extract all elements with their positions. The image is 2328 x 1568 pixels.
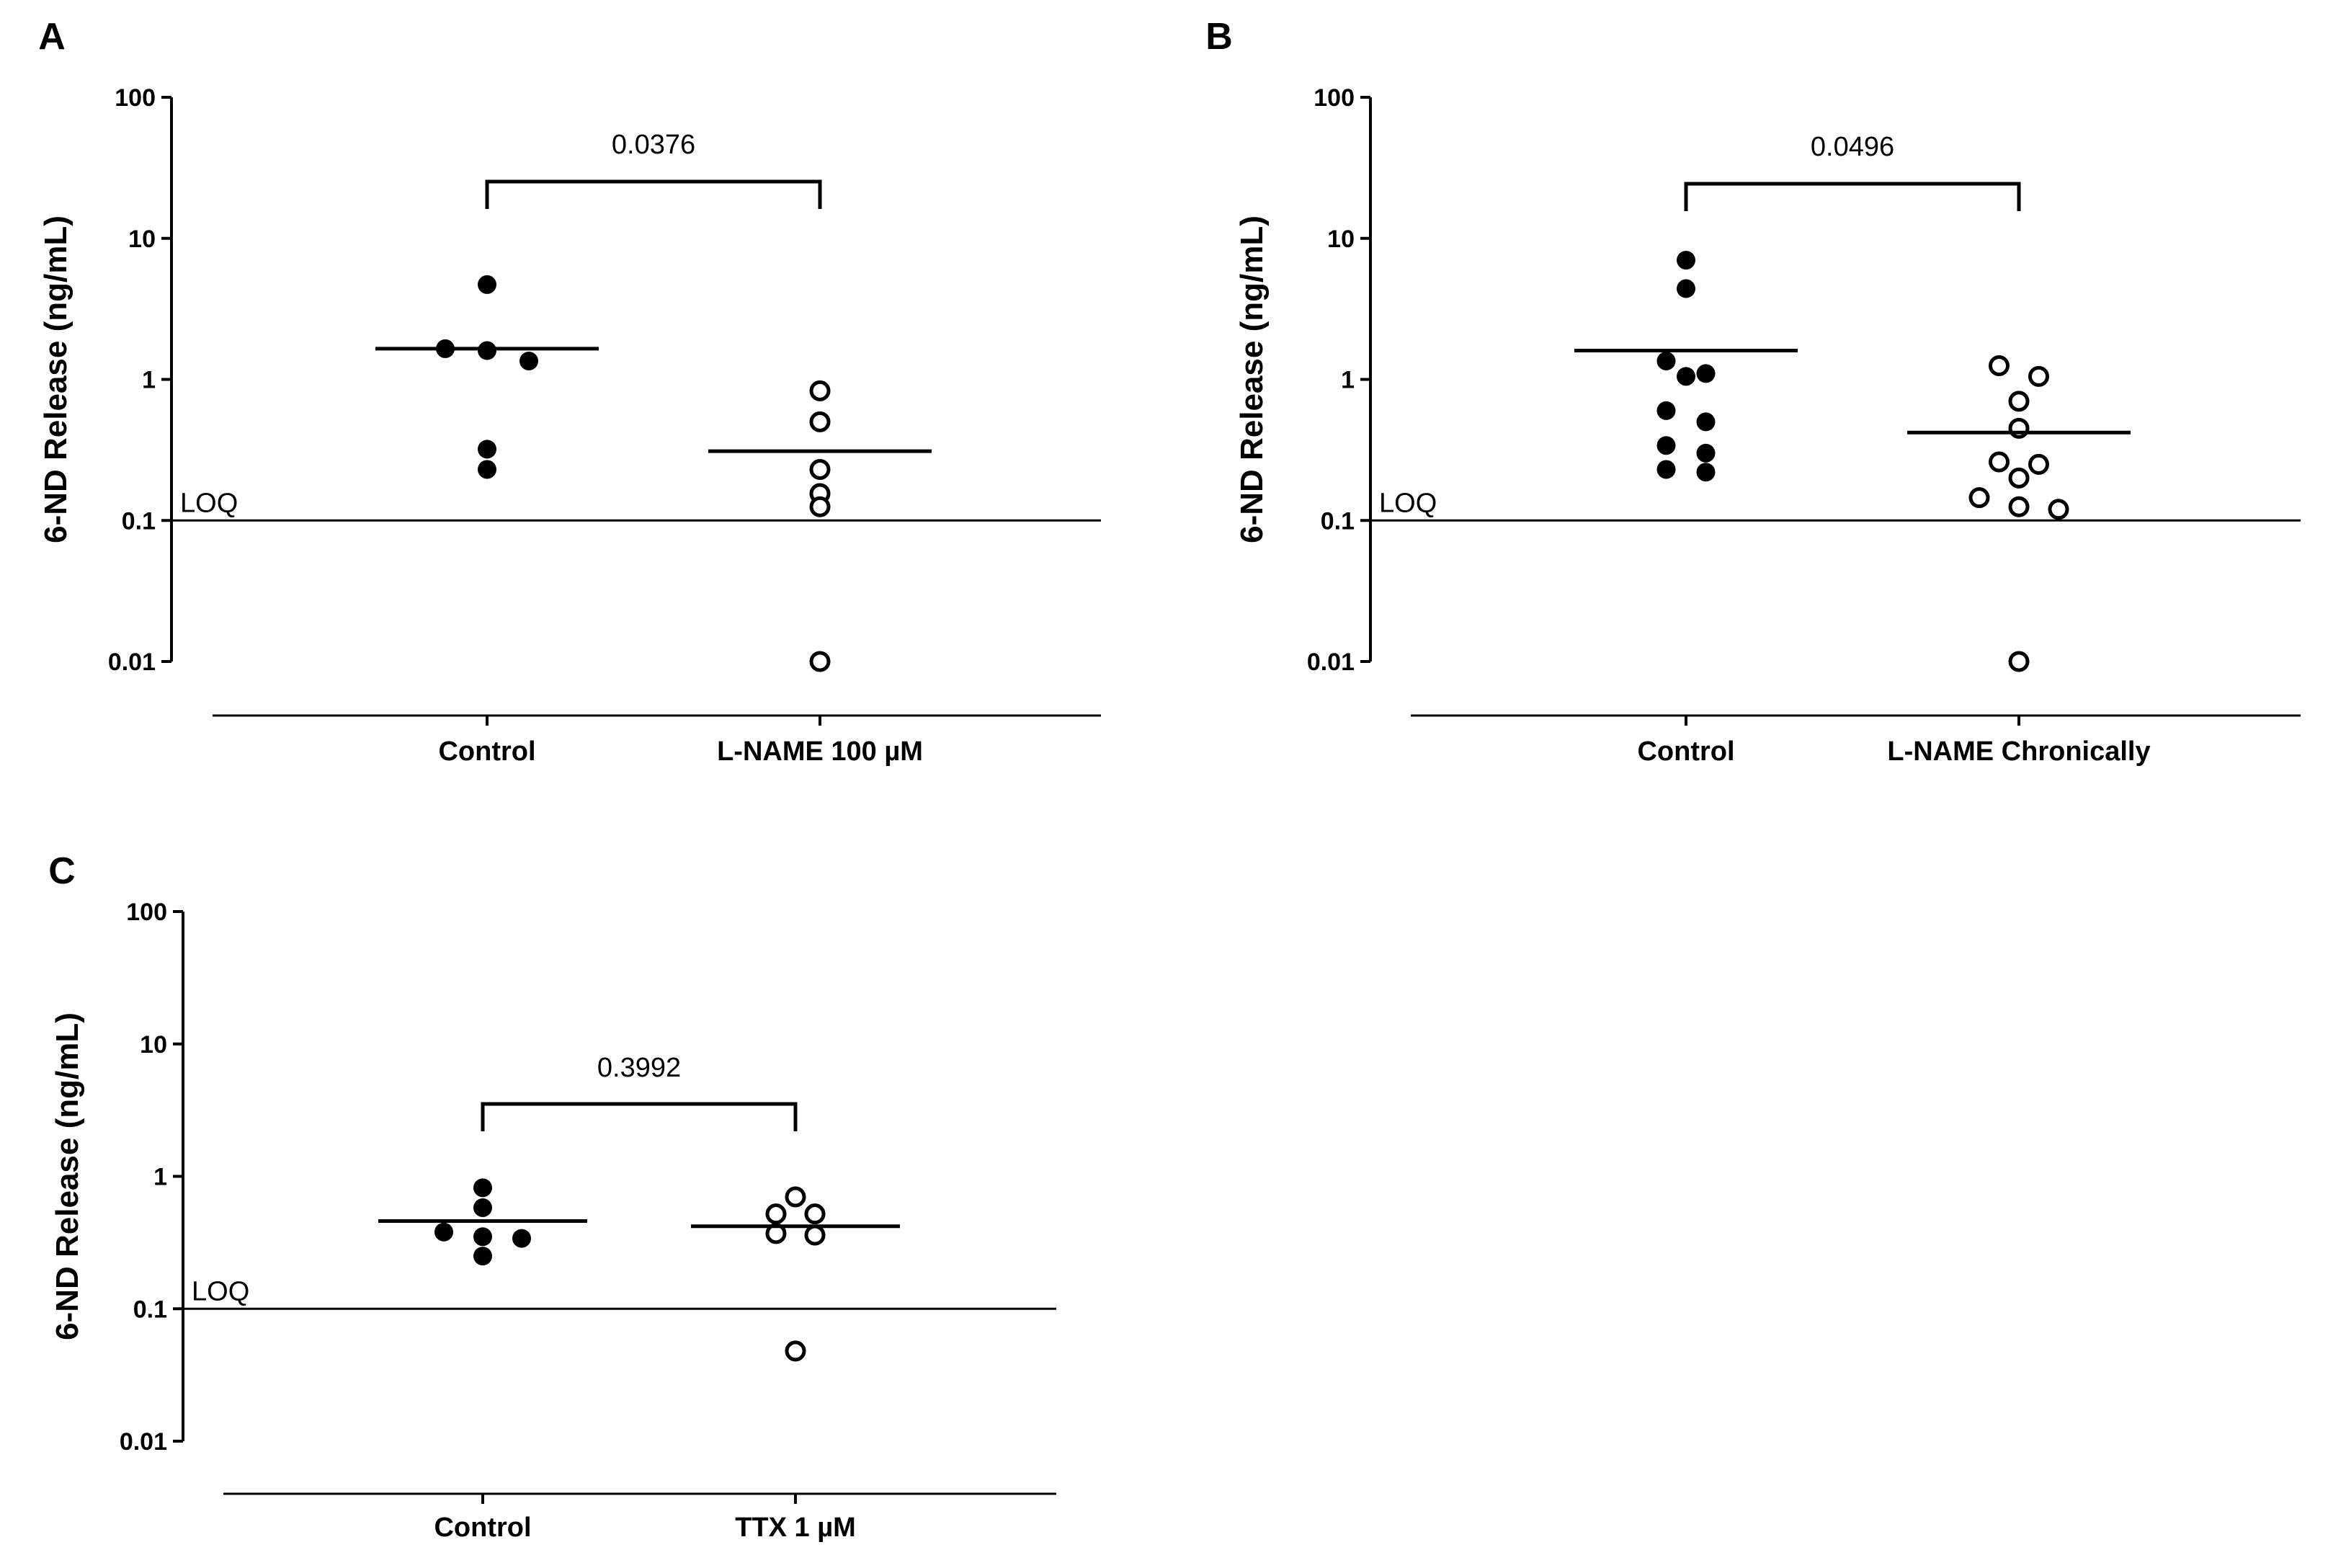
data-point-control	[434, 1222, 453, 1242]
data-point-l-name-100-m	[809, 458, 831, 480]
data-point-control	[512, 1229, 531, 1248]
y-tick-label: 1	[142, 367, 156, 394]
data-point-ttx-1-m	[785, 1186, 806, 1208]
data-point-control	[1656, 351, 1676, 370]
data-point-l-name-chronically	[2008, 391, 2030, 412]
data-point-control	[1677, 251, 1695, 270]
x-tick-label: Control	[438, 736, 535, 767]
data-point-control	[473, 1227, 492, 1247]
y-tick-label: 0.1	[1321, 507, 1355, 535]
y-tick-label: 10	[140, 1031, 167, 1059]
x-tick-label: TTX 1 µM	[735, 1513, 856, 1543]
y-tick-label: 0.01	[1307, 649, 1355, 676]
data-point-control	[1677, 279, 1695, 298]
y-tick-label: 100	[115, 84, 156, 112]
data-point-control	[478, 460, 496, 479]
y-axis-title: 6-ND Release (ng/mL)	[38, 215, 73, 543]
data-point-control	[1656, 436, 1676, 455]
x-tick-label: Control	[1637, 736, 1734, 767]
data-point-l-name-100-m	[809, 496, 831, 517]
data-point-ttx-1-m	[765, 1203, 787, 1225]
y-tick-label: 10	[128, 226, 156, 253]
panel-letter: B	[1205, 16, 1233, 58]
data-point-l-name-chronically	[2028, 453, 2049, 475]
data-point-l-name-100-m	[809, 411, 831, 432]
loq-label: LOQ	[192, 1276, 249, 1306]
data-point-l-name-100-m	[809, 380, 831, 401]
data-point-control	[478, 275, 496, 294]
data-point-l-name-chronically	[2008, 651, 2030, 672]
significance-bracket	[1684, 182, 2021, 211]
y-tick-label: 0.01	[120, 1428, 167, 1456]
y-tick-label: 0.1	[122, 507, 156, 535]
data-point-control	[473, 1178, 492, 1198]
y-tick-label: 100	[126, 899, 167, 926]
data-point-control	[473, 1247, 492, 1266]
panel-b: B 100 10 1 0.1 0.01 6-ND Release (ng/mL) LOQ Con…	[1205, 16, 2301, 767]
data-point-l-name-chronically	[2008, 467, 2030, 489]
data-point-l-name-chronically	[2048, 499, 2069, 520]
data-point-l-name-chronically	[2028, 365, 2049, 387]
y-tick-label: 1	[1341, 367, 1355, 394]
panel-a: A 100 10 1 0.1 0.01 6-ND Release (ng/mL) LOQ Con…	[38, 16, 1101, 767]
p-value-label: 0.0376	[612, 130, 695, 160]
y-tick-label: 100	[1314, 84, 1355, 112]
data-point-l-name-chronically	[2008, 417, 2030, 439]
data-point-control	[478, 341, 496, 360]
panel-letter: C	[48, 850, 76, 892]
data-point-control	[1696, 412, 1716, 432]
p-value-label: 0.0496	[1811, 132, 1894, 162]
data-point-control	[478, 440, 496, 459]
data-point-ttx-1-m	[804, 1224, 826, 1246]
data-point-l-name-chronically	[2008, 496, 2030, 517]
y-tick-label: 10	[1327, 226, 1355, 253]
loq-label: LOQ	[1379, 488, 1437, 518]
x-tick-label: L-NAME 100 µM	[717, 736, 923, 767]
x-tick-label: Control	[434, 1513, 531, 1543]
significance-bracket	[481, 1102, 798, 1131]
y-tick-label: 0.01	[108, 649, 156, 676]
x-tick-label: L-NAME Chronically	[1887, 736, 2150, 767]
y-axis-title: 6-ND Release (ng/mL)	[1234, 215, 1270, 543]
y-tick-label: 1	[153, 1164, 167, 1191]
data-point-l-name-chronically	[1989, 451, 2010, 473]
data-point-control	[1696, 364, 1716, 383]
data-point-control	[519, 351, 538, 370]
data-point-control	[1677, 367, 1695, 386]
panel-c: C 100 10 1 0.1 0.01 6-ND Release (ng/mL) LOQ Con…	[48, 850, 1056, 1543]
panel-letter: A	[38, 16, 66, 58]
data-point-l-name-chronically	[1989, 355, 2010, 377]
data-point-control	[1656, 460, 1676, 479]
loq-label: LOQ	[180, 488, 238, 518]
data-point-ttx-1-m	[804, 1203, 826, 1225]
data-point-l-name-chronically	[1968, 487, 1990, 509]
p-value-label: 0.3992	[597, 1053, 681, 1083]
data-point-control	[473, 1198, 492, 1217]
data-point-control	[1696, 443, 1716, 463]
data-point-l-name-100-m	[809, 651, 831, 672]
data-point-ttx-1-m	[785, 1340, 806, 1362]
data-point-control	[1696, 463, 1716, 482]
data-point-control	[1656, 401, 1676, 420]
significance-bracket	[485, 179, 822, 209]
y-tick-label: 0.1	[133, 1296, 167, 1323]
y-axis-title: 6-ND Release (ng/mL)	[50, 1012, 85, 1340]
